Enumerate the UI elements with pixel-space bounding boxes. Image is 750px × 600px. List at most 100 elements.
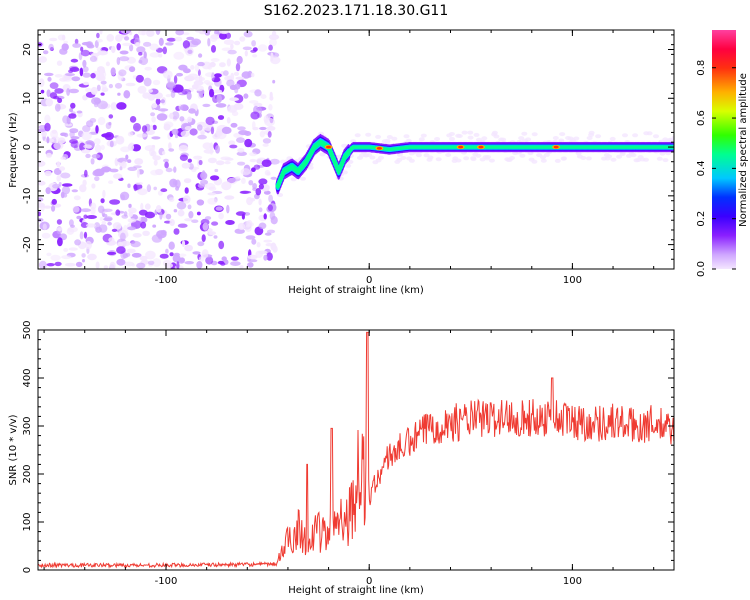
noise-blob — [244, 131, 252, 136]
noise-blob — [247, 254, 258, 260]
ridge-halo — [341, 143, 348, 148]
noise-blob — [252, 47, 258, 52]
noise-blob — [165, 167, 173, 173]
x-tick-label: 100 — [563, 275, 582, 286]
noise-blob — [218, 240, 225, 250]
noise-blob — [116, 102, 127, 110]
y-tick-label: 200 — [22, 464, 33, 483]
noise-blob — [50, 254, 61, 261]
noise-blob — [258, 222, 267, 230]
noise-blob — [236, 151, 247, 156]
ridge-halo — [531, 159, 538, 164]
noise-blob — [54, 74, 63, 78]
noise-blob — [272, 79, 276, 84]
noise-blob — [83, 214, 88, 219]
ridge-peak-core — [458, 145, 464, 149]
ridge-halo — [518, 136, 525, 141]
noise-blob — [85, 41, 94, 48]
noise-blob — [102, 208, 113, 212]
noise-blob — [70, 141, 80, 148]
noise-blob — [201, 234, 206, 243]
noise-blob — [85, 153, 91, 159]
ridge-halo — [609, 136, 616, 141]
ridge-halo — [420, 133, 427, 138]
noise-blob — [91, 183, 96, 189]
noise-blob — [121, 161, 127, 169]
noise-blob — [128, 211, 134, 217]
noise-blob — [83, 144, 92, 149]
noise-blob — [215, 128, 223, 137]
noise-blob — [270, 52, 274, 62]
noise-blob — [184, 187, 189, 194]
noise-blob — [187, 204, 192, 210]
noise-blob — [158, 37, 164, 47]
noise-blob — [235, 176, 241, 180]
noise-blob — [208, 186, 217, 191]
noise-blob — [225, 220, 235, 225]
noise-blob — [179, 253, 187, 257]
ridge-halo — [554, 158, 561, 163]
ridge-halo — [375, 134, 382, 139]
noise-blob — [56, 175, 61, 182]
noise-blob — [95, 261, 100, 269]
noise-blob — [127, 159, 132, 164]
ridge-halo — [426, 157, 433, 162]
ridge-halo — [400, 156, 407, 160]
noise-blob — [118, 69, 127, 77]
noise-blob — [181, 240, 186, 248]
noise-blob — [197, 183, 206, 188]
ridge-halo — [408, 158, 415, 163]
ridge-halo — [493, 134, 500, 139]
noise-blob — [197, 61, 205, 67]
noise-blob — [81, 253, 86, 258]
noise-blob — [132, 233, 142, 238]
noise-blob — [219, 62, 226, 68]
noise-blob — [249, 152, 257, 157]
noise-blob — [141, 30, 146, 36]
noise-blob — [149, 43, 159, 51]
noise-blob — [219, 30, 230, 35]
noise-blob — [40, 204, 45, 212]
noise-blob — [187, 158, 192, 163]
noise-blob — [83, 81, 89, 86]
noise-blob — [132, 75, 137, 79]
noise-blob — [255, 188, 262, 196]
noise-blob — [268, 194, 273, 203]
noise-blob — [215, 160, 225, 166]
noise-blob — [56, 219, 63, 225]
ridge-halo — [519, 153, 526, 158]
spectrogram-ylabel: Frequency (Hz) — [8, 112, 19, 188]
noise-blob — [135, 42, 141, 47]
noise-blob — [266, 125, 276, 131]
noise-blob — [69, 108, 74, 113]
ridge-halo — [345, 163, 352, 168]
ridge-halo — [561, 156, 567, 161]
y-tick-label: -20 — [22, 236, 33, 252]
noise-blob — [199, 31, 207, 35]
noise-blob — [173, 166, 177, 173]
noise-blob — [149, 124, 154, 133]
y-tick-label: 10 — [22, 92, 33, 105]
noise-blob — [66, 88, 70, 96]
noise-blob — [133, 122, 141, 132]
noise-blob — [106, 251, 117, 255]
noise-blob — [257, 44, 268, 52]
noise-blob — [153, 186, 157, 191]
noise-blob — [169, 112, 174, 119]
ridge-halo — [509, 156, 515, 160]
noise-blob — [44, 72, 54, 77]
noise-blob — [171, 128, 179, 135]
noise-blob — [44, 122, 51, 132]
noise-blob — [178, 145, 189, 152]
noise-blob — [134, 158, 144, 165]
noise-blob — [270, 176, 277, 180]
noise-blob — [258, 178, 268, 185]
noise-blob — [204, 31, 210, 36]
noise-blob — [269, 91, 273, 99]
y-tick-label: 500 — [22, 320, 33, 339]
noise-blob — [160, 99, 165, 104]
noise-blob — [108, 121, 112, 126]
noise-blob — [241, 177, 246, 184]
noise-blob — [136, 262, 146, 269]
noise-blob — [104, 132, 114, 141]
